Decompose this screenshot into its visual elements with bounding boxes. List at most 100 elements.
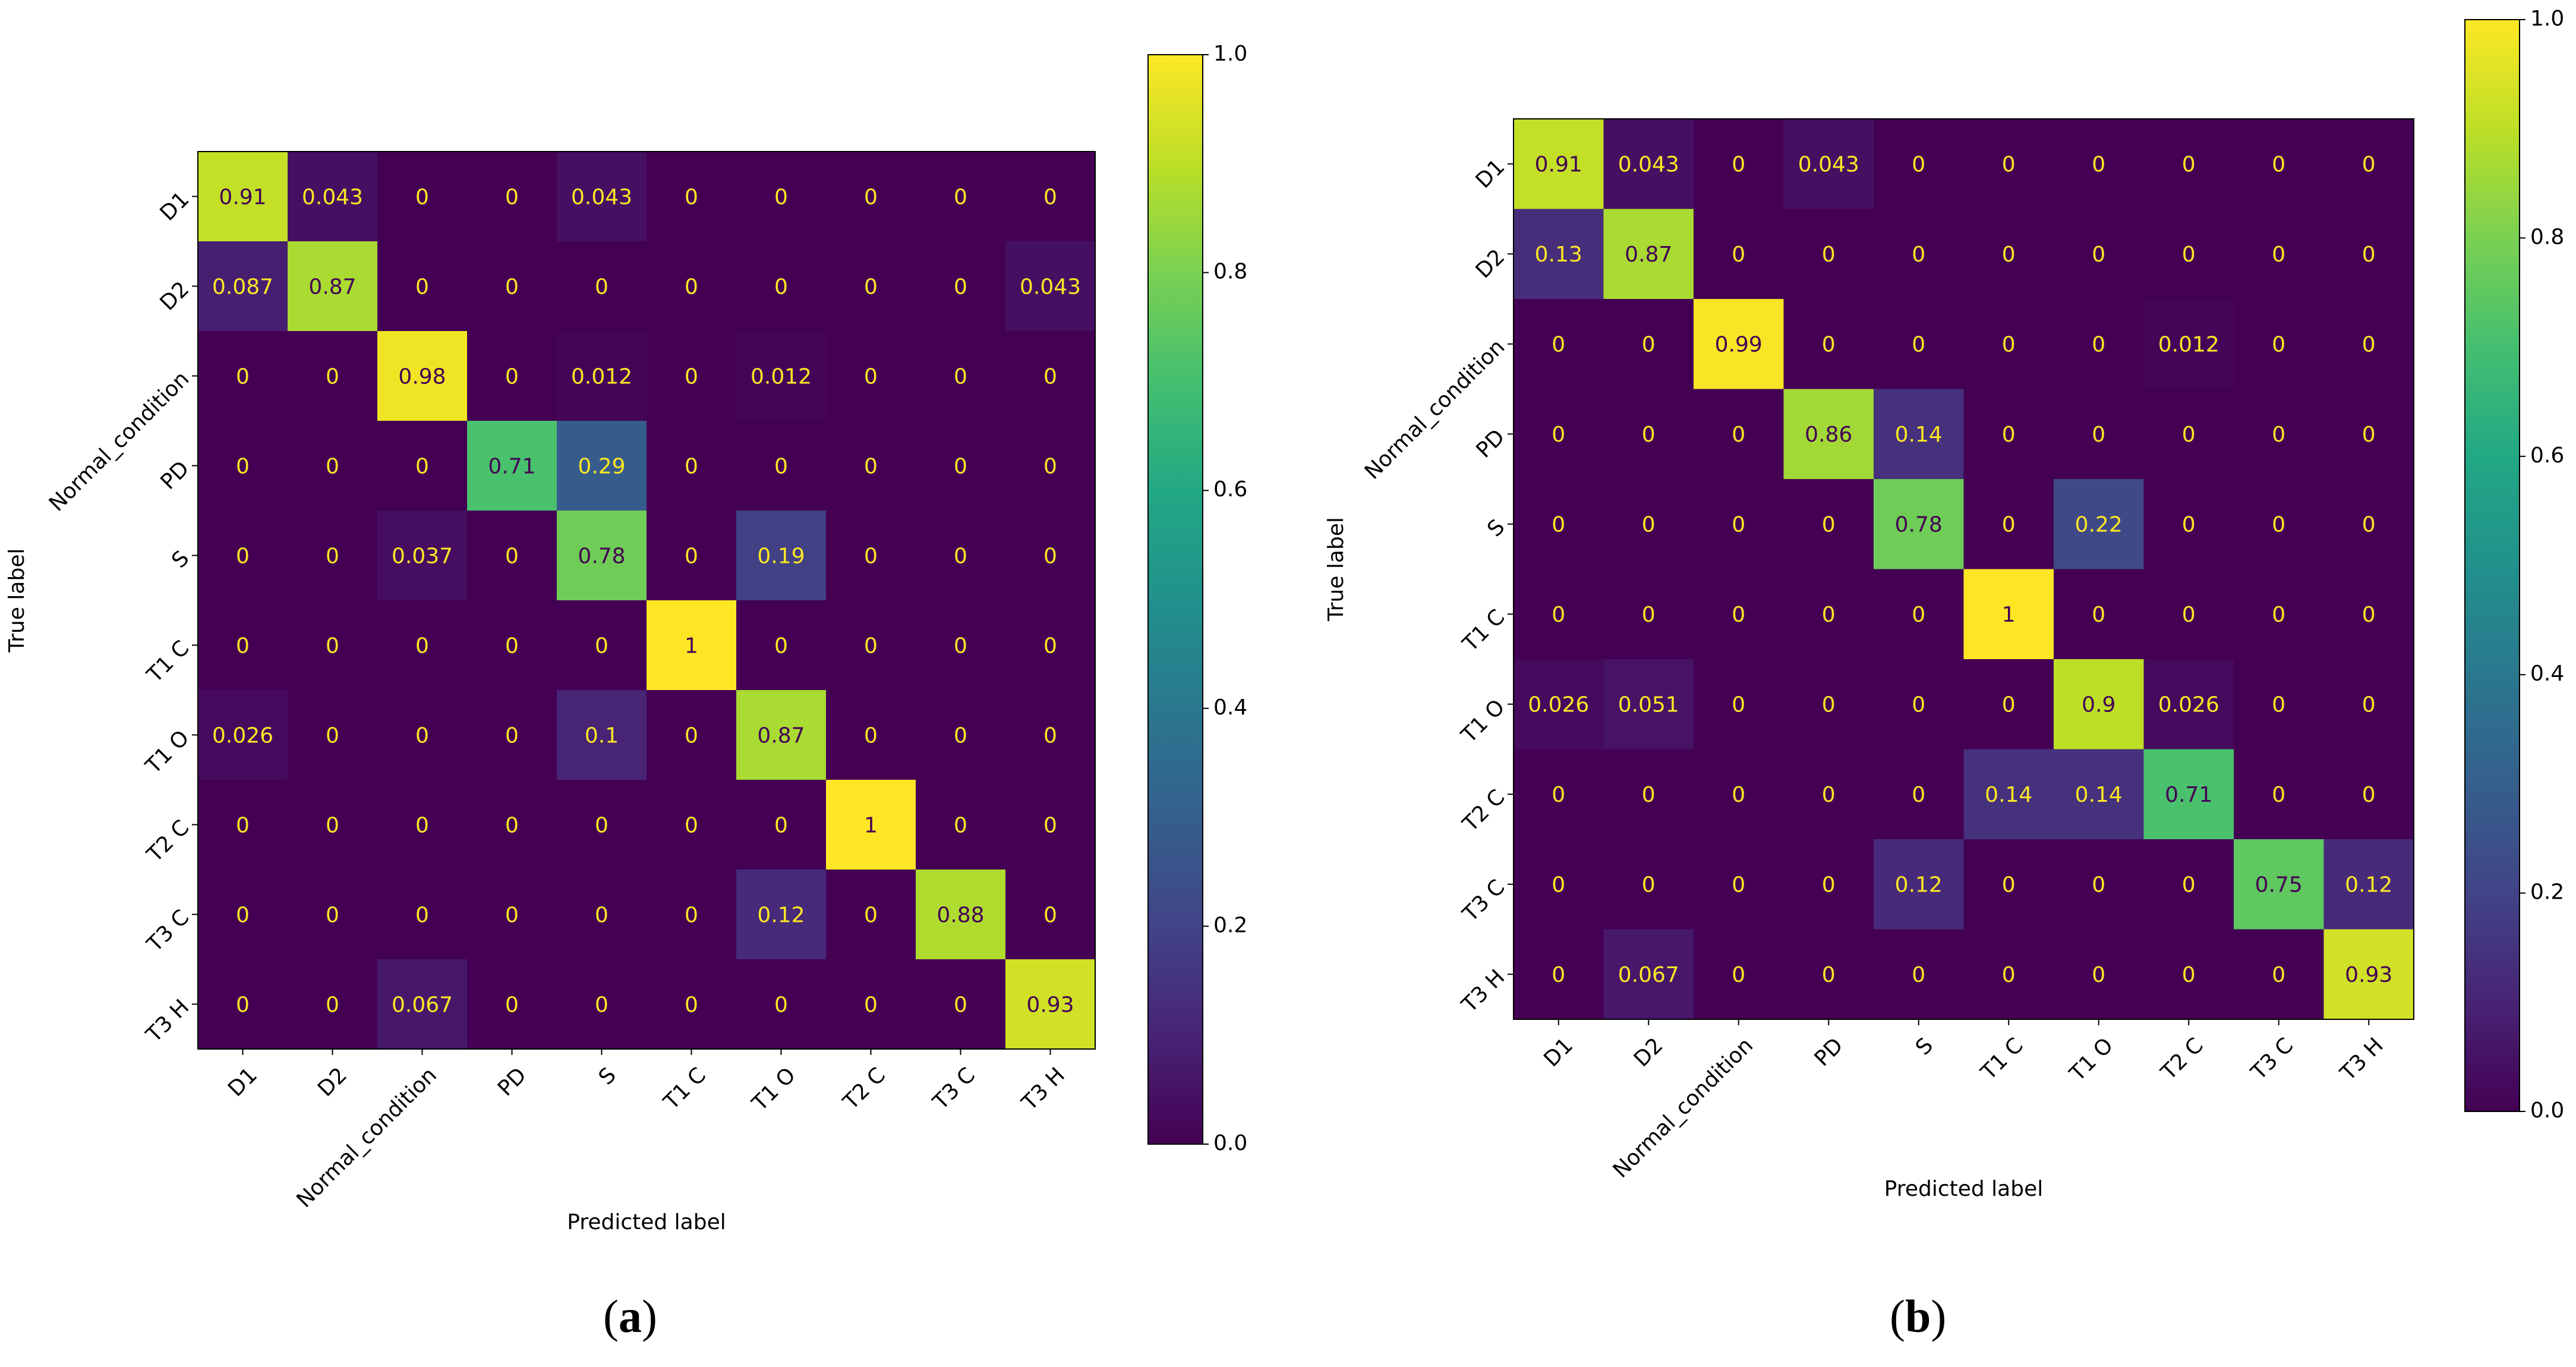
cell-b-r3-c3 <box>1783 389 1874 480</box>
cell-b-r9-c3 <box>1783 929 1874 1020</box>
xtick-label-a-7: T2 C <box>838 1063 890 1114</box>
xtick-label-b-6: T1 O <box>2065 1033 2118 1086</box>
cell-label-b-r8-c7: 0 <box>2182 873 2196 897</box>
cell-label-a-r5-c0: 0 <box>236 634 250 658</box>
cell-label-a-r5-c6: 0 <box>774 634 788 658</box>
cell-a-r8-c9 <box>1005 870 1096 960</box>
cell-label-a-r5-c1: 0 <box>326 634 339 658</box>
cell-b-r1-c2 <box>1694 209 1784 300</box>
cell-a-r1-c8 <box>916 241 1006 332</box>
cell-b-r6-c4 <box>1874 659 1965 750</box>
cell-label-a-r2-c1: 0 <box>326 364 339 389</box>
cell-label-a-r2-c7: 0 <box>864 364 878 389</box>
cell-b-r0-c4 <box>1874 119 1965 210</box>
cell-label-a-r7-c5: 0 <box>685 813 698 837</box>
cell-label-a-r9-c7: 0 <box>864 993 878 1017</box>
cell-a-r7-c0 <box>198 780 288 870</box>
cell-a-r0-c4 <box>557 152 647 242</box>
cell-label-b-r8-c2: 0 <box>1732 873 1745 897</box>
cell-b-r1-c6 <box>2054 209 2145 300</box>
cell-b-r1-c1 <box>1603 209 1694 300</box>
cell-label-a-r6-c9: 0 <box>1043 723 1057 748</box>
cell-a-r0-c7 <box>826 152 916 242</box>
cell-label-a-r7-c3: 0 <box>505 813 519 837</box>
cell-a-r2-c0 <box>198 331 288 421</box>
cell-label-b-r7-c4: 0 <box>1912 783 1925 807</box>
cell-label-a-r2-c3: 0 <box>505 364 519 389</box>
cell-b-r2-c2 <box>1694 299 1784 390</box>
cell-label-a-r7-c9: 0 <box>1043 813 1057 837</box>
cell-label-a-r1-c0: 0.087 <box>212 275 273 299</box>
cell-label-b-r3-c0: 0 <box>1552 423 1565 447</box>
cell-b-r5-c2 <box>1694 569 1784 660</box>
cell-label-b-r3-c3: 0.86 <box>1805 423 1852 447</box>
cell-b-r6-c2 <box>1694 659 1784 750</box>
cell-label-b-r3-c4: 0.14 <box>1895 423 1943 447</box>
cell-label-a-r9-c9: 0.93 <box>1026 993 1074 1017</box>
cell-a-r9-c0 <box>198 959 288 1050</box>
cell-label-a-r7-c0: 0 <box>236 813 250 837</box>
cell-a-r2-c6 <box>736 331 827 421</box>
cell-label-b-r2-c5: 0 <box>2002 333 2016 357</box>
cell-label-a-r0-c6: 0 <box>774 185 788 209</box>
cell-label-a-r2-c6: 0.012 <box>751 364 812 389</box>
cell-label-b-r1-c3: 0 <box>1822 242 1836 267</box>
cell-label-b-r6-c9: 0 <box>2362 693 2376 717</box>
cell-a-r3-c2 <box>377 421 468 511</box>
cell-b-r2-c0 <box>1514 299 1604 390</box>
cell-label-a-r1-c3: 0 <box>505 275 519 299</box>
cell-a-r8-c7 <box>826 870 916 960</box>
cell-a-r0-c3 <box>467 152 557 242</box>
cell-a-r6-c0 <box>198 690 288 780</box>
cell-label-a-r4-c0: 0 <box>236 544 250 568</box>
xtick-label-b-1: D2 <box>1629 1033 1668 1072</box>
cell-label-b-r6-c4: 0 <box>1912 693 1925 717</box>
cell-label-a-r9-c6: 0 <box>774 993 788 1017</box>
cell-a-r4-c7 <box>826 511 916 601</box>
cell-b-r3-c9 <box>2323 389 2414 480</box>
cell-a-r9-c1 <box>288 959 378 1050</box>
xtick-label-a-5: T1 C <box>659 1063 711 1114</box>
cell-a-r1-c2 <box>377 241 468 332</box>
cell-a-r7-c1 <box>288 780 378 870</box>
cell-label-a-r4-c4: 0.78 <box>578 544 625 568</box>
cell-b-r7-c1 <box>1603 749 1694 840</box>
ytick-label-a-8: T3 C <box>142 905 194 957</box>
cell-a-r5-c3 <box>467 600 557 691</box>
cell-label-a-r9-c3: 0 <box>505 993 519 1017</box>
cell-label-a-r7-c2: 0 <box>415 813 429 837</box>
cell-label-a-r8-c0: 0 <box>236 903 250 927</box>
cell-label-a-r1-c4: 0 <box>595 275 608 299</box>
cell-a-r2-c7 <box>826 331 916 421</box>
ytick-label-b-0: D1 <box>1471 155 1510 193</box>
xtick-label-a-9: T3 H <box>1017 1063 1070 1116</box>
cell-b-r2-c9 <box>2323 299 2414 390</box>
cell-a-r7-c4 <box>557 780 647 870</box>
cell-a-r0-c5 <box>647 152 737 242</box>
cell-label-a-r0-c4: 0.043 <box>571 185 632 209</box>
cell-b-r1-c7 <box>2143 209 2234 300</box>
cell-a-r7-c3 <box>467 780 557 870</box>
cell-b-r8-c9 <box>2323 839 2414 930</box>
cell-label-b-r8-c5: 0 <box>2002 873 2016 897</box>
cell-a-r2-c5 <box>647 331 737 421</box>
cell-label-a-r6-c7: 0 <box>864 723 878 748</box>
cell-label-a-r1-c2: 0 <box>415 275 429 299</box>
cell-b-r3-c4 <box>1874 389 1965 480</box>
cell-b-r7-c8 <box>2234 749 2325 840</box>
cell-label-a-r2-c5: 0 <box>685 364 698 389</box>
cell-b-r7-c5 <box>1963 749 2054 840</box>
cell-label-a-r0-c0: 0.91 <box>219 185 266 209</box>
cell-a-r1-c5 <box>647 241 737 332</box>
cell-label-b-r6-c5: 0 <box>2002 693 2016 717</box>
cell-b-r3-c2 <box>1694 389 1784 480</box>
cell-label-a-r1-c5: 0 <box>685 275 698 299</box>
cell-label-b-r1-c7: 0 <box>2182 242 2196 267</box>
cell-a-r1-c3 <box>467 241 557 332</box>
cell-a-r2-c1 <box>288 331 378 421</box>
cell-label-b-r7-c8: 0 <box>2272 783 2285 807</box>
cell-label-a-r0-c5: 0 <box>685 185 698 209</box>
cell-b-r5-c8 <box>2234 569 2325 660</box>
cell-label-a-r7-c6: 0 <box>774 813 788 837</box>
cell-label-a-r7-c8: 0 <box>954 813 967 837</box>
